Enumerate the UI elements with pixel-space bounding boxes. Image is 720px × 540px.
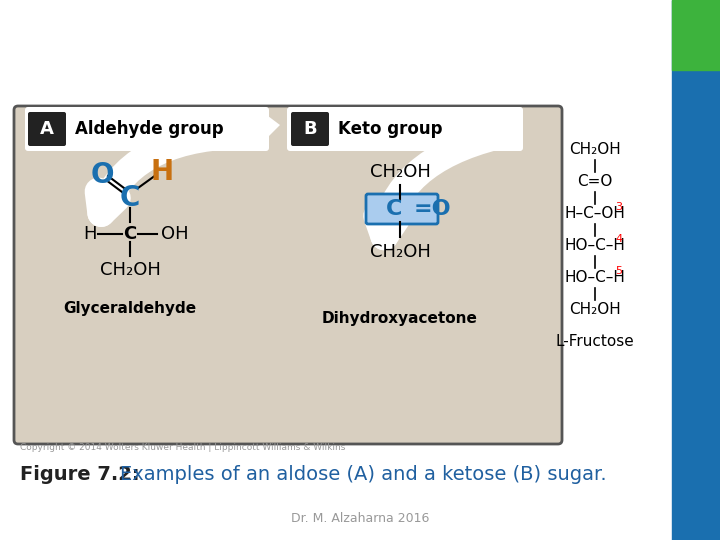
- Text: 5: 5: [615, 266, 622, 276]
- FancyBboxPatch shape: [28, 112, 66, 146]
- Text: O: O: [90, 161, 114, 189]
- Text: 4: 4: [615, 234, 622, 244]
- FancyBboxPatch shape: [25, 107, 269, 151]
- Text: OH: OH: [161, 225, 189, 243]
- Text: A: A: [40, 120, 54, 138]
- Polygon shape: [30, 110, 280, 145]
- Text: B: B: [303, 120, 317, 138]
- Bar: [672, 0, 720, 540]
- Text: C: C: [386, 199, 402, 219]
- Text: C: C: [120, 184, 140, 212]
- Text: Dr. M. Alzaharna 2016: Dr. M. Alzaharna 2016: [291, 511, 429, 524]
- Text: Copyright © 2014 Wolters Kluwer Health | Lippincott Williams & Wilkins: Copyright © 2014 Wolters Kluwer Health |…: [20, 443, 346, 453]
- FancyBboxPatch shape: [14, 106, 562, 444]
- Text: 3: 3: [615, 202, 622, 212]
- Text: C=O: C=O: [577, 174, 613, 190]
- Text: Dihydroxyacetone: Dihydroxyacetone: [322, 310, 478, 326]
- Text: HO–C–H: HO–C–H: [564, 271, 626, 286]
- FancyBboxPatch shape: [291, 112, 329, 146]
- FancyBboxPatch shape: [287, 107, 523, 151]
- Text: =O: =O: [414, 199, 451, 219]
- Text: CH₂OH: CH₂OH: [369, 163, 431, 181]
- Text: CH₂OH: CH₂OH: [569, 302, 621, 318]
- Text: Keto group: Keto group: [338, 120, 443, 138]
- Text: CH₂OH: CH₂OH: [99, 261, 161, 279]
- Text: Examples of an aldose (A) and a ketose (B) sugar.: Examples of an aldose (A) and a ketose (…: [120, 465, 607, 484]
- Bar: [672, 0, 720, 70]
- Text: CH₂OH: CH₂OH: [569, 143, 621, 158]
- Text: Figure 7.2:: Figure 7.2:: [20, 465, 140, 484]
- FancyBboxPatch shape: [366, 194, 438, 224]
- Text: L-Fructose: L-Fructose: [556, 334, 634, 349]
- Text: H–C–OH: H–C–OH: [564, 206, 626, 221]
- Text: Aldehyde group: Aldehyde group: [75, 120, 224, 138]
- Text: H: H: [84, 225, 96, 243]
- Text: Glyceraldehyde: Glyceraldehyde: [63, 300, 197, 315]
- Text: CH₂OH: CH₂OH: [369, 243, 431, 261]
- Text: H: H: [150, 158, 174, 186]
- Text: C: C: [123, 225, 137, 243]
- Text: HO–C–H: HO–C–H: [564, 239, 626, 253]
